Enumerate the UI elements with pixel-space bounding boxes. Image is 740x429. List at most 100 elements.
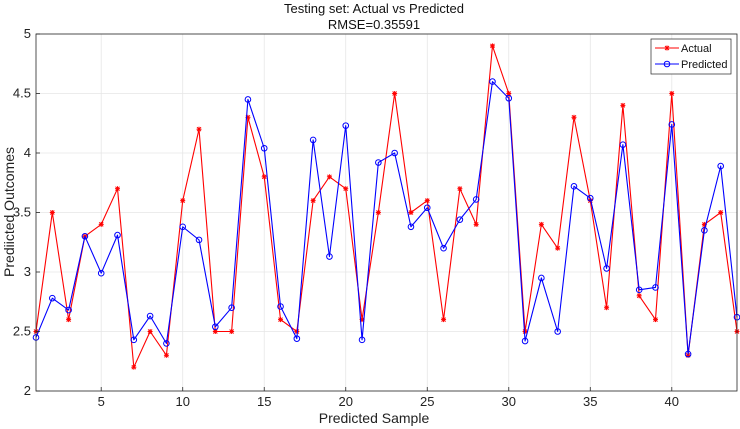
star-stroke (636, 293, 642, 299)
data-point-predicted (358, 336, 366, 344)
y-axis-label: Prediicted Outcomes (1, 147, 17, 277)
data-point-predicted (228, 304, 235, 312)
legend-label-predicted: Predicted (681, 59, 727, 71)
data-point-actual (343, 186, 349, 192)
data-point-predicted (277, 303, 284, 310)
y-tick-label: 2 (24, 383, 31, 398)
star-stroke (441, 317, 446, 322)
star-stroke (522, 329, 528, 334)
data-point-actual (98, 221, 104, 227)
data-point-actual (180, 198, 186, 204)
series-line-actual (35, 45, 738, 368)
x-tick-label: 15 (257, 394, 271, 409)
data-point-actual (718, 210, 724, 215)
star-stroke (327, 174, 332, 180)
data-point-predicted (179, 223, 187, 231)
star-stroke (49, 210, 55, 215)
data-point-predicted (146, 312, 154, 320)
data-point-predicted (195, 236, 203, 244)
star-stroke (555, 245, 561, 251)
data-point-actual (489, 43, 495, 49)
data-point-predicted (130, 336, 138, 344)
legend-label-actual: Actual (681, 43, 712, 55)
star-stroke (196, 126, 202, 132)
data-point-predicted (489, 78, 496, 85)
data-point-predicted (440, 244, 447, 252)
data-point-predicted (293, 335, 301, 342)
chart-title: Testing set: Actual vs Predicted (284, 1, 464, 16)
data-point-predicted (603, 265, 610, 272)
data-point-actual (424, 198, 430, 204)
star-stroke (278, 317, 283, 322)
y-tick-label: 4.5 (13, 86, 31, 101)
y-tick-label: 2.5 (13, 324, 31, 339)
data-point-actual (571, 114, 577, 120)
data-point-predicted (668, 121, 676, 128)
star-stroke (375, 210, 381, 215)
data-point-actual (147, 329, 153, 334)
data-point-predicted (326, 253, 333, 260)
x-tick-label: 5 (98, 394, 105, 409)
star-stroke (115, 186, 120, 192)
star-stroke (653, 317, 658, 322)
data-point-actual (652, 317, 658, 323)
data-point-actual (555, 245, 561, 251)
data-point-predicted (163, 340, 170, 347)
star-stroke (180, 198, 186, 203)
x-tick-label: 40 (665, 394, 679, 409)
chart-subtitle: RMSE=0.35591 (328, 17, 420, 32)
data-point-predicted (456, 216, 464, 223)
data-point-predicted (375, 159, 382, 166)
star-stroke (229, 329, 234, 334)
data-point-predicted (391, 149, 398, 157)
data-point-actual (131, 364, 137, 370)
data-point-predicted (635, 286, 643, 294)
data-point-predicted (554, 328, 561, 335)
data-point-actual (261, 174, 267, 180)
x-tick-label: 10 (175, 394, 189, 409)
data-point-predicted (81, 233, 89, 240)
star-stroke (392, 91, 398, 96)
data-point-actual (408, 210, 414, 215)
x-tick-label: 30 (502, 394, 516, 409)
star-stroke (620, 103, 626, 108)
legend: Actual Predicted (650, 38, 732, 75)
legend-marker-actual (664, 45, 670, 51)
data-point-predicted (521, 337, 529, 345)
star-stroke (473, 222, 479, 227)
data-point-predicted (309, 136, 317, 144)
data-point-predicted (65, 306, 72, 314)
data-point-predicted (652, 284, 659, 291)
legend-box (650, 38, 732, 75)
data-point-actual (457, 186, 463, 192)
y-tick-label: 3.5 (13, 205, 31, 220)
star-stroke (310, 198, 316, 203)
data-point-predicted (342, 122, 350, 129)
y-tick-label: 5 (24, 26, 31, 41)
star-stroke (343, 186, 349, 192)
data-point-actual (441, 317, 447, 323)
data-point-actual (278, 317, 284, 323)
data-point-actual (636, 293, 642, 299)
star-stroke (408, 210, 414, 215)
data-point-predicted (212, 323, 219, 331)
data-point-actual (473, 221, 479, 227)
data-point-actual (620, 102, 626, 108)
data-point-predicted (619, 141, 627, 148)
data-point-predicted (49, 294, 56, 302)
star-stroke (66, 317, 71, 322)
star-stroke (294, 329, 300, 334)
data-point-predicted (97, 269, 105, 277)
x-axis-label: Predicted Sample (319, 410, 430, 426)
data-point-predicted (538, 274, 545, 282)
x-tick-label: 20 (339, 394, 353, 409)
legend-marker-predicted (663, 60, 671, 68)
data-point-actual (669, 91, 675, 96)
x-tick-label: 35 (583, 394, 597, 409)
data-point-actual (115, 186, 121, 192)
data-point-predicted (570, 183, 578, 190)
data-point-actual (604, 305, 610, 311)
data-point-actual (538, 221, 544, 227)
data-point-predicted (407, 223, 415, 231)
data-point-actual (49, 210, 55, 215)
